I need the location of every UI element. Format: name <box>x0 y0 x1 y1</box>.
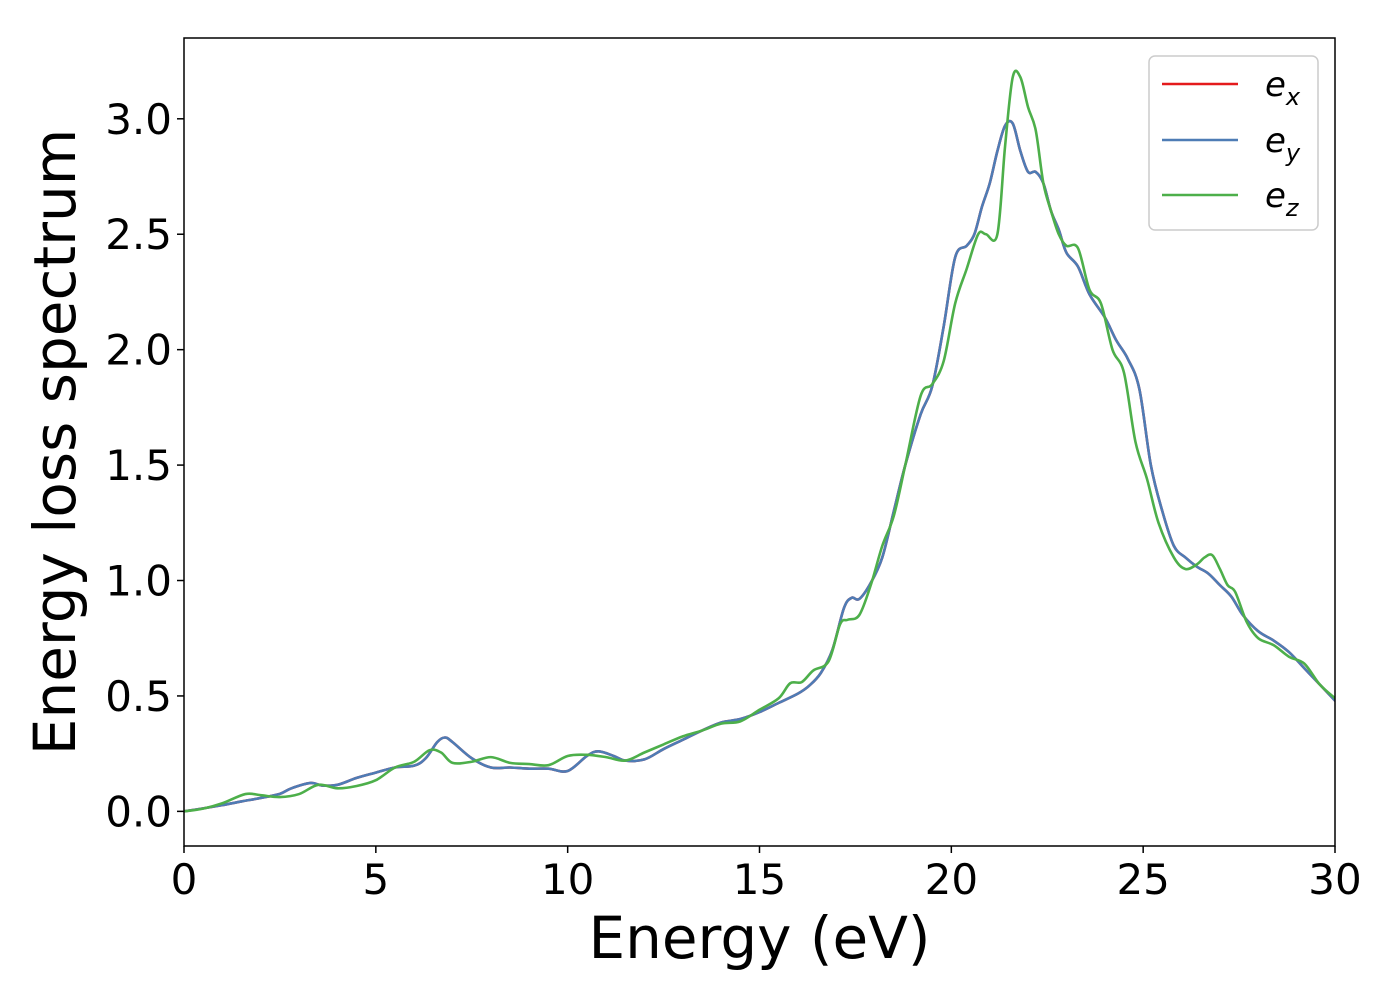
legend-label: ey <box>1265 121 1301 167</box>
y-axis-title: Energy loss spectrum <box>21 129 89 755</box>
x-tick-label: 5 <box>362 855 389 904</box>
legend-entry-e-y: ey <box>1162 121 1301 167</box>
x-axis: 0 5 10 15 20 25 30 <box>171 846 1362 904</box>
y-tick-label: 1.5 <box>105 441 172 490</box>
legend-entry-e-z: ez <box>1162 176 1300 222</box>
legend-entry-e-x: ex <box>1162 65 1301 111</box>
plot-content <box>184 69 1335 813</box>
legend-label: ez <box>1265 176 1300 222</box>
legend-box <box>1148 55 1319 231</box>
x-tick-label: 0 <box>171 855 198 904</box>
x-tick-label: 20 <box>925 855 978 904</box>
x-tick-label: 25 <box>1116 855 1169 904</box>
y-tick-label: 3.0 <box>105 95 172 144</box>
x-axis-title: Energy (eV) <box>588 904 930 972</box>
x-tick-label: 10 <box>541 855 594 904</box>
legend: ex ey ez <box>1148 55 1319 231</box>
y-tick-label: 0.5 <box>105 672 172 721</box>
series-line-e-y <box>184 119 1335 813</box>
y-axis: 0.0 0.5 1.0 1.5 2.0 2.5 3.0 <box>105 95 184 836</box>
series-line-e-z <box>184 69 1335 813</box>
y-tick-label: 2.0 <box>105 326 172 375</box>
legend-label: ex <box>1265 65 1301 111</box>
y-tick-label: 2.5 <box>105 210 172 259</box>
x-tick-label: 30 <box>1308 855 1361 904</box>
x-tick-label: 15 <box>733 855 786 904</box>
y-tick-label: 1.0 <box>105 557 172 606</box>
y-tick-label: 0.0 <box>105 787 172 836</box>
